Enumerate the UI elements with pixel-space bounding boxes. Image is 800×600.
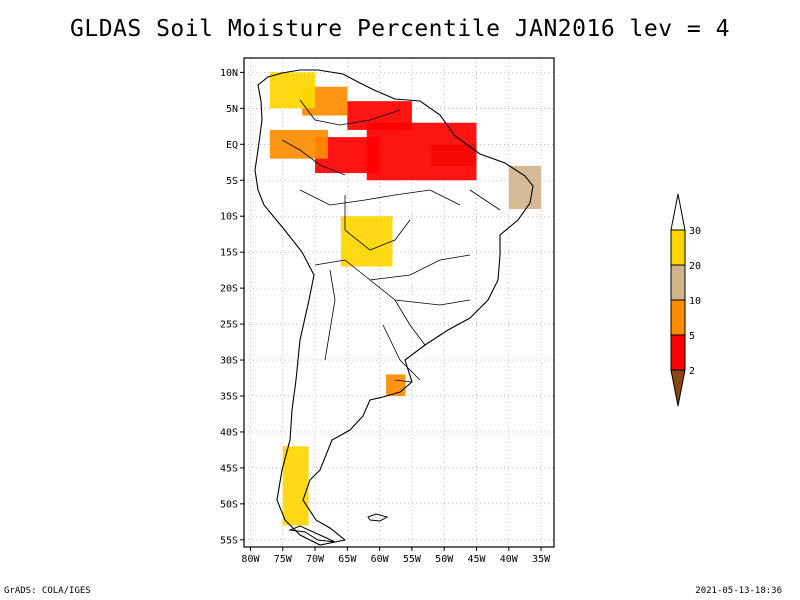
x-tick-label: 75W — [274, 554, 293, 565]
x-tick-label: 60W — [371, 554, 390, 565]
y-tick-label: 40S — [220, 427, 238, 438]
y-tick-label: 30S — [220, 356, 238, 367]
y-tick-label: 10N — [220, 68, 238, 79]
x-tick-label: 80W — [241, 554, 260, 565]
falkland-islands — [367, 513, 389, 522]
legend-label: 30 — [689, 226, 701, 237]
legend-label: 20 — [689, 261, 701, 272]
anomaly-region — [282, 446, 309, 526]
y-tick-label: 35S — [220, 391, 238, 402]
y-tick-label: 55S — [220, 535, 238, 546]
legend-swatch — [670, 299, 686, 336]
y-tick-label: 25S — [220, 320, 238, 331]
color-legend: 30 20 10 5 2 — [670, 193, 701, 407]
y-tick-label: 15S — [220, 248, 238, 259]
x-tick-label: 70W — [306, 554, 325, 565]
x-tick-label: 35W — [532, 554, 551, 565]
x-tick-label: 50W — [435, 554, 454, 565]
legend-label: 10 — [689, 296, 701, 307]
y-tick-label: EQ — [226, 140, 238, 151]
legend-arrow-bottom — [670, 369, 686, 407]
legend-label: 5 — [689, 331, 695, 342]
anomaly-region — [269, 129, 328, 159]
anomaly-layer — [269, 72, 542, 526]
anomaly-region — [508, 165, 542, 210]
footer-timestamp: 2021-05-13-18:36 — [695, 586, 782, 596]
legend-swatch — [670, 264, 686, 301]
footer-credit: GrADS: COLA/IGES — [4, 586, 91, 596]
plot-frame — [243, 57, 555, 548]
south-america-coastline — [254, 69, 534, 546]
anomaly-region — [269, 72, 316, 109]
x-tick-label: 55W — [403, 554, 422, 565]
grid-layer — [244, 58, 554, 547]
x-tick-label: 40W — [500, 554, 519, 565]
anomaly-region — [340, 216, 393, 267]
y-tick-label: 50S — [220, 499, 238, 510]
y-tick-label: 45S — [220, 463, 238, 474]
y-tick-label: 10S — [220, 212, 238, 223]
border-lines — [281, 99, 501, 383]
legend-swatch — [670, 334, 686, 371]
coastline-layer — [254, 69, 534, 546]
x-axis-ticks: 80W 75W 70W 65W 60W 55W 50W 45W 40W 35W — [241, 547, 551, 565]
anomaly-region — [386, 374, 406, 396]
y-tick-label: 20S — [220, 284, 238, 295]
anomaly-region — [366, 122, 477, 181]
x-tick-label: 65W — [338, 554, 357, 565]
x-tick-label: 45W — [467, 554, 486, 565]
tierra-del-fuego — [288, 525, 336, 543]
y-tick-label: 5N — [226, 104, 238, 115]
y-axis-ticks: 10N 5N EQ 5S 10S 15S 20S 25S 30S 35S 40S 45S 50S 55S — [220, 68, 244, 546]
legend-swatch — [670, 229, 686, 266]
anomaly-region — [347, 101, 412, 130]
y-tick-label: 5S — [226, 176, 238, 187]
chart-title: GLDAS Soil Moisture Percentile JAN2016 l… — [70, 16, 730, 42]
legend-arrow-top — [670, 193, 686, 231]
legend-label: 2 — [689, 366, 695, 377]
